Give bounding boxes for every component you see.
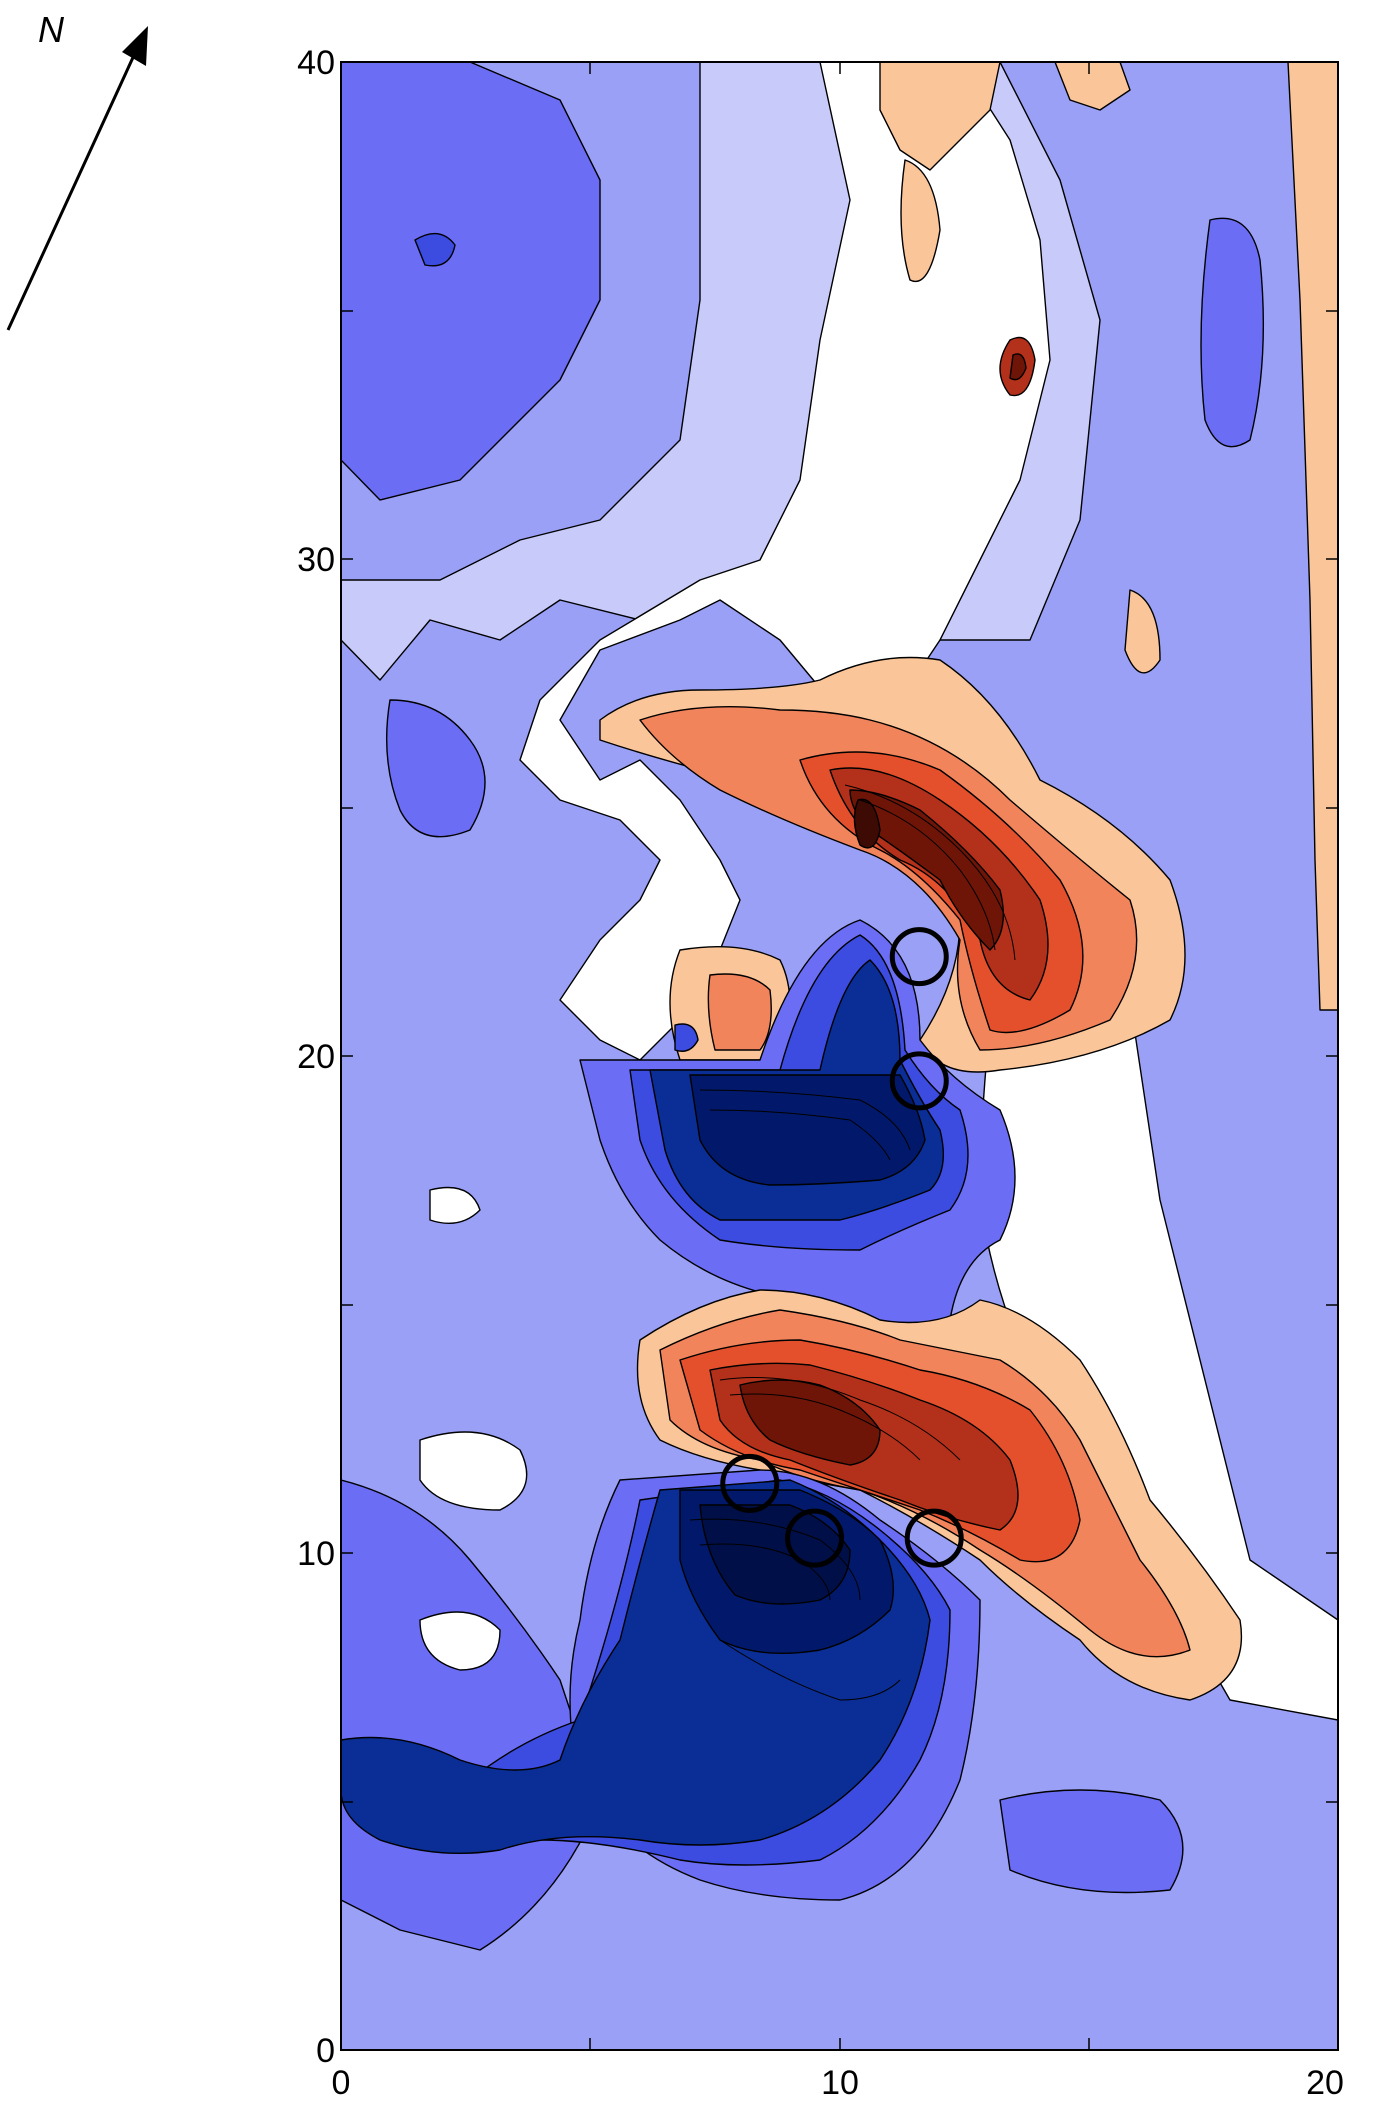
contour-level-neutral-left-blob: [419, 1431, 528, 1511]
north-arrow: N: [6, 9, 148, 331]
x-axis-labels: 0 10 20: [332, 2064, 1344, 2101]
contour-level-dark-red-lower: [739, 1379, 881, 1466]
contour-level-blue-nw: [341, 62, 601, 501]
x-tick-label-10: 10: [821, 2064, 859, 2101]
contour-level-pale-orange-east-blob: [1124, 589, 1161, 674]
x-tick-label-0: 0: [332, 2064, 351, 2101]
contour-level-pale-orange-ne-1: [879, 62, 1001, 171]
axis-ticks: [340, 61, 1338, 2050]
north-arrow-head: [122, 26, 148, 66]
site-marker-1: [889, 927, 949, 987]
contour-map: [341, 62, 1338, 2050]
contour-lines: [689, 784, 1016, 1701]
contour-level-orange-upper-left: [707, 973, 772, 1051]
contour-level-dark-small-anomaly: [1009, 353, 1027, 381]
contour-level-pale-orange-ne-3: [1054, 62, 1131, 111]
y-tick-label-0: 0: [316, 2032, 335, 2070]
y-tick-label-30: 30: [297, 541, 335, 579]
contour-level-dark-red-upper-core: [853, 798, 881, 849]
y-tick-label-20: 20: [297, 1038, 335, 1076]
x-tick-label-20: 20: [1306, 2064, 1344, 2101]
north-label: N: [38, 9, 65, 50]
contour-level-blue-right-upper: [1200, 217, 1265, 448]
contour-level-pale-orange-ne-2: [900, 159, 941, 283]
contour-level-pale-orange-east-strip: [1287, 62, 1338, 1011]
site-marker-3: [720, 1453, 780, 1513]
y-axis-labels: 0 10 20 30 40: [297, 44, 335, 2070]
contour-level-deep-blue-upper-negative: [689, 1074, 926, 1186]
north-arrow-line: [6, 39, 143, 331]
contour-level-blue-right-lower: [999, 1789, 1184, 1894]
site-markers: [720, 927, 964, 1568]
contour-level-blue-nw-core: [414, 232, 456, 267]
contour-level-neutral-left-blob-3: [429, 1186, 481, 1224]
site-marker-5: [904, 1508, 964, 1568]
y-tick-label-40: 40: [297, 44, 335, 82]
contour-level-neutral-north: [519, 62, 1051, 1061]
contour-level-deep-blue-lower-core: [699, 1504, 851, 1605]
contour-level-neutral-left-blob-2: [419, 1611, 501, 1671]
site-marker-4: [785, 1508, 845, 1568]
site-marker-2: [889, 1051, 949, 1111]
y-tick-label-10: 10: [297, 1535, 335, 1573]
contour-level-blue-small-left: [674, 1023, 699, 1052]
contour-level-blue-mid-left: [385, 699, 486, 838]
